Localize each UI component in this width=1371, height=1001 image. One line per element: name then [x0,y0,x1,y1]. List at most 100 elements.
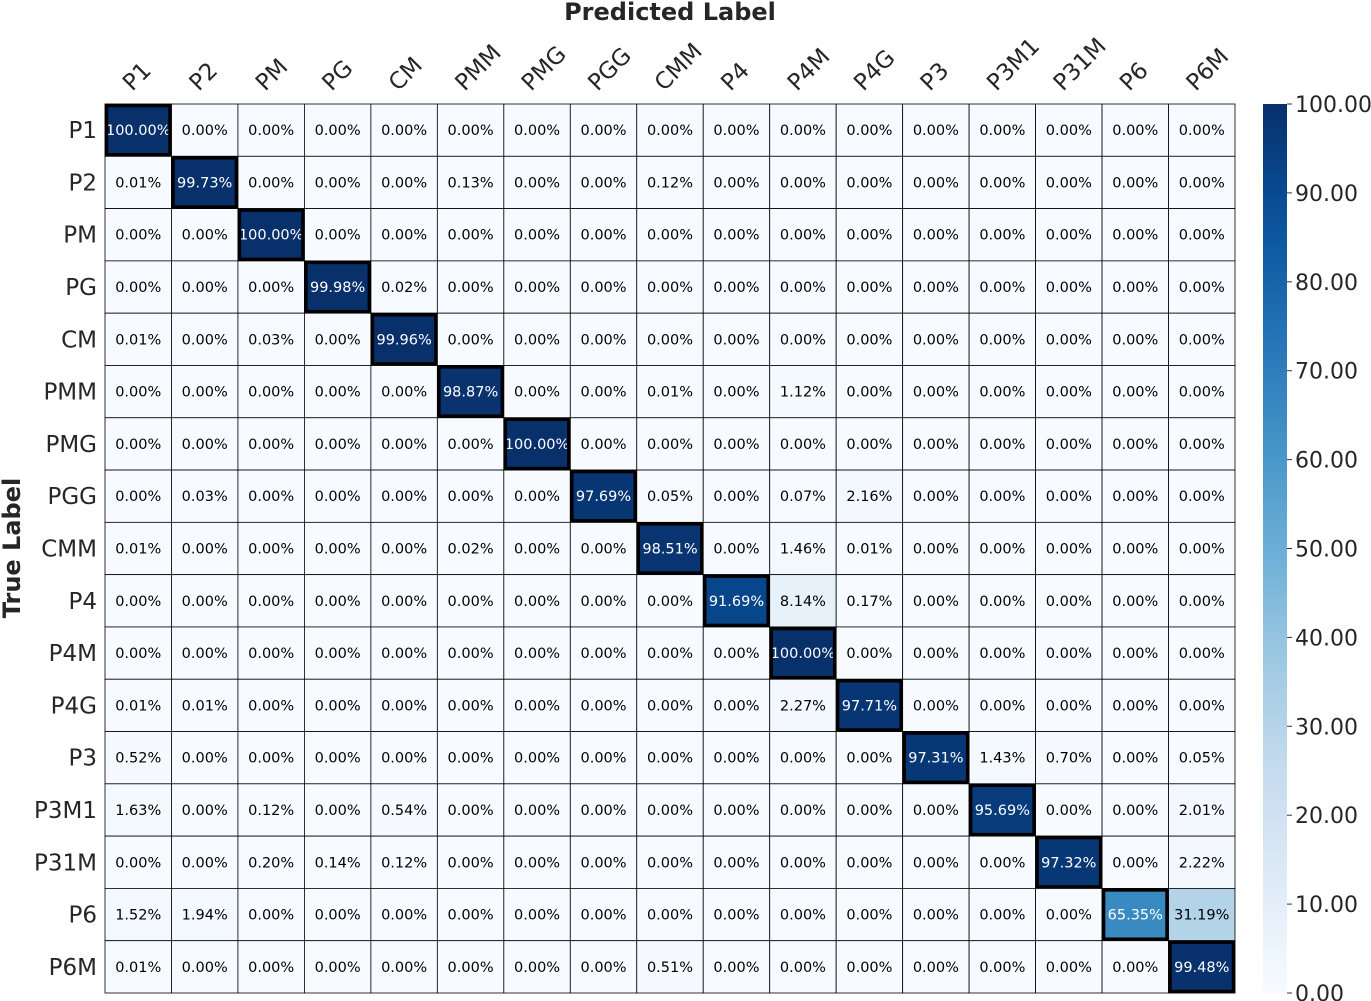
row-label: P3 [68,746,97,772]
cell-label: 0.00% [1112,594,1158,610]
cell-label: 0.00% [315,803,361,819]
cell-p6m-p4 [702,940,771,994]
cell-pmm-p3m1 [968,365,1036,419]
cell-pgg-p6 [1101,469,1169,523]
cell-p2-pg [304,155,372,209]
cell-cm-p6 [1101,312,1169,366]
cell-label: 0.00% [647,594,693,610]
cell-label: 0.00% [182,280,228,296]
cell-label: 0.00% [381,594,427,610]
cell-p31m-p1 [104,835,172,889]
cell-label: 0.00% [580,908,626,924]
cell-p3m1-cm [370,783,438,837]
cell-label: 0.01% [182,698,228,714]
cell-label: 0.00% [780,803,826,819]
cell-label: 0.00% [913,489,959,505]
cell-label: 0.00% [514,489,560,505]
cell-p3m1-pmg [503,783,571,837]
cell-p4g-p6m [1168,678,1236,732]
cell-label: 0.00% [115,228,161,244]
cell-label: 0.00% [979,542,1025,558]
cell-cm-cm [370,312,438,366]
cell-label: 0.00% [1046,542,1092,558]
cell-p2-p4 [702,155,771,209]
cell-pgg-p4g [835,469,904,523]
cell-label: 0.00% [713,855,759,871]
cell-p4m-pmm [436,626,505,680]
cell-p3-p3m1 [968,731,1036,785]
cell-cm-p4 [702,312,771,366]
cell-label: 0.00% [1112,751,1158,767]
cell-label: 0.00% [514,698,560,714]
cell-p6m-pg [304,940,372,994]
cell-pgg-p31m [1035,469,1103,523]
cell-p2-p1 [104,155,172,209]
cell-label: 0.00% [248,908,294,924]
cell-label: 0.00% [913,908,959,924]
cell-pg-pg [304,260,372,314]
colorbar-tick-label: 100.00 [1295,93,1371,118]
cell-label: 0.00% [913,385,959,401]
cell-label: 0.00% [1179,280,1225,296]
cell-label: 0.00% [182,803,228,819]
cell-label: 0.00% [846,385,892,401]
cell-label: 0.00% [381,437,427,453]
cell-p4m-p3 [902,626,970,680]
cell-cmm-pmm [436,521,505,576]
cell-pm-p4g [835,208,904,262]
cell-label: 0.00% [580,228,626,244]
cell-label: 0.00% [1046,489,1092,505]
cell-label: 0.00% [979,489,1025,505]
cell-label: 0.00% [381,175,427,191]
cell-pg-p6 [1101,260,1169,314]
cell-label: 98.87% [443,385,498,401]
cell-label: 0.00% [647,855,693,871]
cell-label: 0.00% [448,855,494,871]
colorbar-tick-label: 60.00 [1295,449,1358,474]
cell-pgg-p1 [104,469,172,523]
cell-label: 0.00% [248,175,294,191]
row-label: PMM [43,380,97,406]
cell-label: 0.12% [381,855,427,871]
cell-pgg-pm [237,469,305,523]
cell-label: 0.00% [448,646,494,662]
cell-label: 0.00% [913,332,959,348]
cell-label: 0.00% [315,646,361,662]
cell-p4-p31m [1035,574,1103,628]
cell-pgg-p4 [702,469,771,523]
cell-p6-cmm [636,888,704,942]
cell-label: 0.00% [381,489,427,505]
cell-label: 2.01% [1179,803,1225,819]
cell-label: 98.51% [642,542,697,558]
cell-p1-p6m [1168,103,1236,157]
cell-label: 65.35% [1108,908,1163,924]
cell-label: 0.07% [780,489,826,505]
cell-cmm-p31m [1035,521,1103,576]
cell-label: 0.00% [1046,594,1092,610]
cell-label: 0.17% [846,594,892,610]
cell-label: 0.00% [913,855,959,871]
cell-label: 0.00% [248,594,294,610]
cell-label: 0.00% [1112,542,1158,558]
cell-p4g-p2 [171,678,239,732]
cell-label: 0.00% [514,175,560,191]
cell-label: 0.00% [248,751,294,767]
cell-label: 0.00% [514,594,560,610]
cell-pmm-p31m [1035,365,1103,419]
cell-label: 0.00% [913,594,959,610]
cell-cmm-p3 [902,521,970,576]
cell-pmm-pg [304,365,372,419]
column-label: P4 [716,58,755,97]
cell-label: 0.00% [115,437,161,453]
cell-label: 0.00% [381,228,427,244]
cell-p4m-pmg [503,626,571,680]
cell-label: 0.00% [315,751,361,767]
cell-label: 0.00% [1179,228,1225,244]
cell-label: 0.02% [448,542,494,558]
diagonal-highlight [902,731,970,785]
cell-pmm-p2 [171,365,239,419]
cell-label: 0.00% [381,908,427,924]
cell-label: 1.12% [780,385,826,401]
cell-label: 0.00% [713,803,759,819]
cell-cm-p4m [769,312,837,366]
